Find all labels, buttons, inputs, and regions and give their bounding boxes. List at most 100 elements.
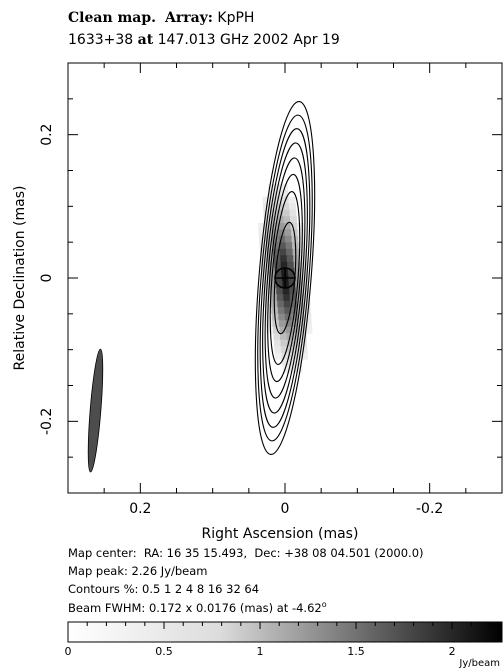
image-pixel — [289, 287, 297, 295]
image-pixel — [279, 248, 287, 256]
image-pixel — [274, 346, 282, 354]
image-pixel — [274, 339, 281, 347]
image-pixel — [278, 229, 285, 237]
image-pixel — [280, 333, 287, 341]
image-pixel — [277, 307, 285, 315]
image-pixel — [279, 326, 287, 334]
colorbar-tick-label: 2 — [449, 645, 456, 658]
image-pixel — [261, 268, 269, 276]
image-pixel — [274, 261, 282, 269]
image-pixel — [283, 216, 291, 224]
image-pixel — [276, 287, 284, 295]
image-pixel — [262, 281, 270, 289]
image-pixel — [281, 352, 289, 360]
image-pixel — [282, 287, 290, 295]
image-pixel — [283, 300, 291, 308]
image-pixel — [287, 261, 295, 269]
image-pixel — [262, 196, 270, 204]
image-pixel — [297, 313, 305, 321]
image-pixel — [288, 196, 296, 204]
image-pixel — [293, 255, 301, 263]
image-pixel — [258, 222, 265, 230]
image-pixel — [277, 222, 285, 230]
image-pixel — [293, 261, 301, 269]
image-pixel — [289, 203, 296, 211]
image-pixel — [278, 235, 286, 243]
image-pixel — [267, 183, 275, 191]
image-pixel — [297, 229, 305, 237]
image-pixel — [269, 287, 277, 295]
x-tick-label: 0.2 — [129, 501, 151, 517]
image-pixel — [268, 268, 276, 276]
image-pixel — [273, 333, 281, 341]
image-pixel — [269, 281, 277, 289]
image-pixel — [264, 222, 272, 230]
image-pixel — [270, 209, 277, 217]
image-pixel — [263, 209, 271, 217]
image-pixel — [260, 255, 268, 263]
image-pixel — [275, 352, 282, 360]
title-source-name: 1633+38 — [68, 32, 134, 48]
image-pixel — [282, 281, 290, 289]
image-pixel — [280, 261, 288, 269]
degree-symbol: o — [321, 600, 327, 609]
contour-level-16 — [267, 173, 303, 383]
image-pixel — [284, 222, 291, 230]
image-pixel — [268, 190, 276, 198]
colorbar-tick-label: 0 — [65, 645, 72, 658]
image-pixel — [290, 222, 298, 230]
colorbar — [67, 621, 503, 643]
image-pixel — [280, 255, 288, 263]
title-at-word: at — [137, 32, 154, 48]
contour-level-8 — [264, 157, 306, 399]
image-pixel — [272, 235, 279, 243]
image-pixel — [286, 255, 294, 263]
image-pixel — [274, 190, 282, 198]
title-array-value: KpPH — [217, 10, 255, 26]
title-freq-date: 147.013 GHz 2002 Apr 19 — [157, 32, 340, 48]
image-pixel — [286, 248, 293, 256]
image-pixel — [282, 359, 289, 367]
image-pixel — [287, 339, 294, 347]
image-pixel — [273, 326, 280, 334]
image-pixel — [285, 235, 292, 243]
map-center-text: Map center: RA: 16 35 15.493, Dec: +38 0… — [68, 546, 424, 560]
image-pixel — [299, 248, 306, 256]
image-pixel — [300, 268, 308, 276]
image-pixel — [290, 216, 297, 224]
minor-ticks — [68, 63, 502, 493]
image-pixel — [287, 346, 295, 354]
image-pixel — [301, 352, 308, 360]
image-pixel — [302, 294, 310, 302]
y-axis-label: Relative Declination (mas) — [12, 186, 28, 371]
image-pixel — [286, 326, 293, 334]
image-pixel — [287, 268, 295, 276]
image-pixel — [258, 229, 266, 237]
image-pixel — [282, 365, 290, 373]
colorbar-tick-label: 1 — [257, 645, 264, 658]
y-tick-label: 0 — [39, 274, 55, 283]
chart-title-line-1: Clean map. Array: KpPH — [68, 10, 254, 26]
image-pixel — [288, 359, 296, 367]
image-pixel — [299, 255, 307, 263]
colorbar-unit-label: Jy/beam — [458, 658, 500, 668]
image-pixel — [301, 281, 309, 289]
beam-fwhm-text: Beam FWHM: 0.172 x 0.0176 (mas) at -4.62… — [68, 600, 327, 615]
image-pixel — [299, 326, 306, 334]
image-pixel — [278, 313, 286, 321]
image-pixel — [275, 196, 283, 204]
image-pixel — [265, 313, 273, 321]
image-pixel — [291, 313, 299, 321]
image-pixel — [294, 268, 302, 276]
image-pixel — [272, 242, 280, 250]
image-pixel — [275, 281, 283, 289]
image-pixel — [289, 294, 297, 302]
image-pixel — [296, 294, 304, 302]
image-pixel — [271, 222, 278, 230]
image-pixel — [285, 242, 293, 250]
image-pixel — [300, 346, 308, 354]
image-pixel — [297, 222, 304, 230]
image-pixel — [265, 229, 272, 237]
image-pixel — [295, 281, 303, 289]
image-pixel — [284, 307, 292, 315]
